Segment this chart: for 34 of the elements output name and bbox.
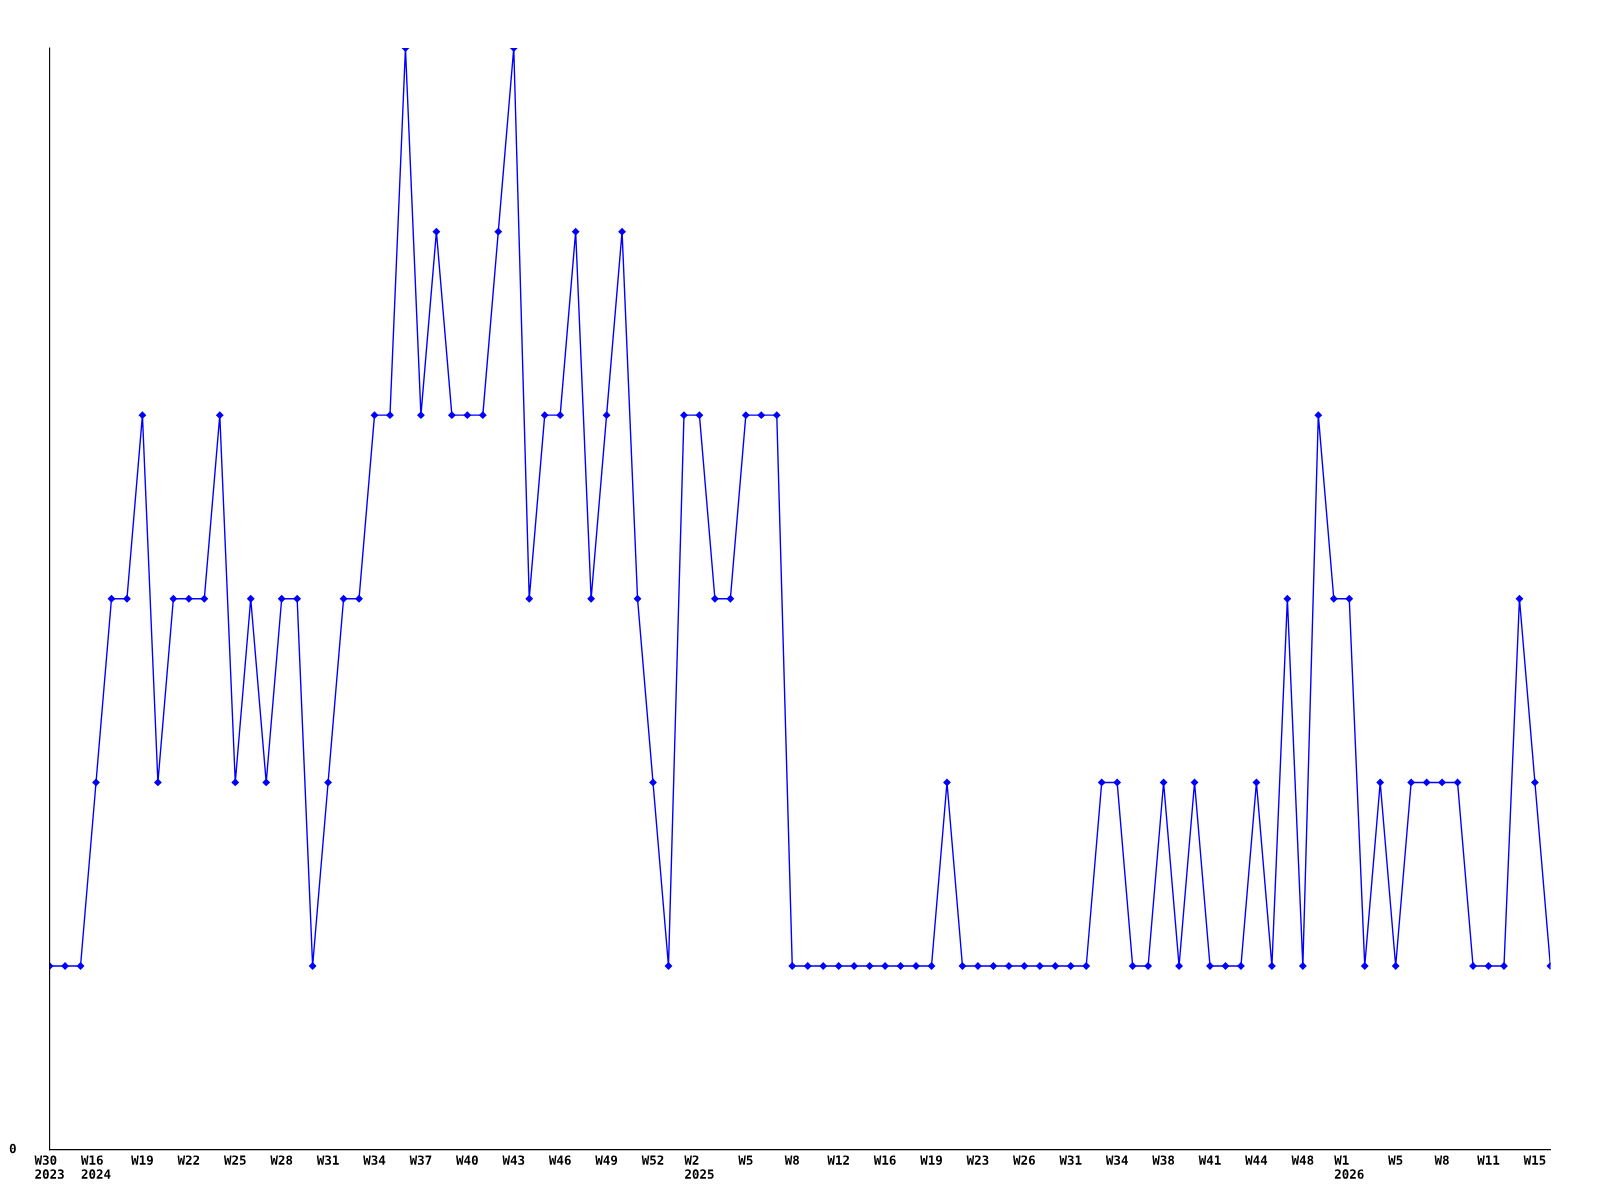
x-tick-label: W34 [363, 1155, 386, 1165]
x-tick-label: W8 [784, 1155, 799, 1165]
x-tick-label: W44 [1245, 1155, 1268, 1165]
x-tick-label: W38 [1152, 1155, 1175, 1165]
x-tick-label: W46 [548, 1155, 571, 1165]
x-tick-label: W52 [641, 1155, 664, 1165]
x-tick-label: W43 [502, 1155, 525, 1165]
text: 0 [9, 1143, 16, 1154]
x-tick-label: W5 [1388, 1155, 1403, 1165]
x-tick-label: W19 [131, 1155, 153, 1165]
x-tick-label: W37 [409, 1155, 432, 1165]
x-tick-label: W28 [270, 1155, 293, 1165]
x-tick-label: W23 [966, 1155, 989, 1165]
x-tick-label: W8 [1434, 1155, 1449, 1165]
x-tick-label: W11 [1477, 1155, 1500, 1165]
x-tick-label: W31 [1059, 1155, 1082, 1165]
x-tick-label: W48 [1291, 1155, 1314, 1165]
x-tick-label: W40 [456, 1155, 478, 1165]
x-tick-label: W25 [223, 1155, 246, 1165]
x-tick-label: W49 [595, 1155, 618, 1165]
x-tick-label: W16 [873, 1155, 896, 1165]
x-tick-label: W16 2024 [80, 1155, 111, 1179]
x-tick-label: W2 2025 [684, 1155, 714, 1179]
x-tick-label: W15 [1523, 1155, 1546, 1165]
x-tick-label: W5 [738, 1155, 753, 1165]
x-tick-label: W1 2026 [1334, 1155, 1364, 1179]
x-tick-label: W41 [1198, 1155, 1221, 1165]
x-tick-label: W34 [1105, 1155, 1128, 1165]
x-tick-label: W31 [316, 1155, 339, 1165]
x-tick-label: W26 [1013, 1155, 1035, 1165]
x-tick-label: W30 2023 [34, 1155, 64, 1179]
x-tick-label: W19 [920, 1155, 942, 1165]
x-tick-label: W22 [177, 1155, 200, 1165]
x-tick-label: W12 [827, 1155, 849, 1165]
